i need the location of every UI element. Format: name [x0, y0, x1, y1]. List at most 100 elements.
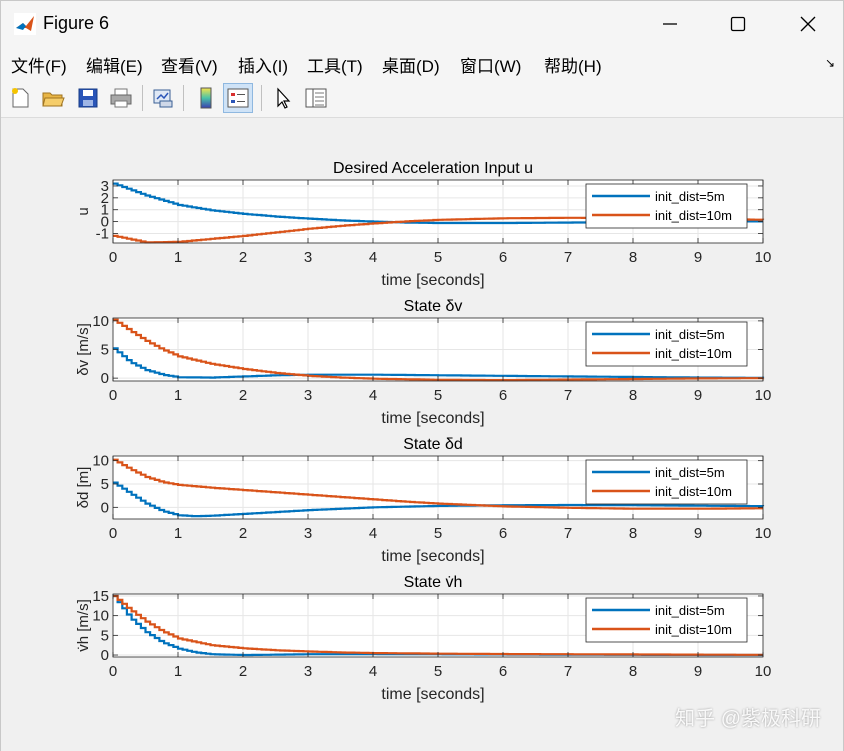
title-bar: Figure 6	[1, 1, 843, 46]
menu-window[interactable]: 窗口(W)	[460, 57, 522, 76]
chart-title: Desired Acceleration Input u	[333, 160, 533, 177]
toolbar-separator	[183, 85, 184, 111]
x-tick-label: 1	[174, 663, 182, 680]
matlab-icon	[14, 13, 36, 35]
x-tick-label: 9	[694, 525, 702, 542]
x-tick-label: 4	[369, 249, 377, 266]
x-axis-label: time [seconds]	[381, 548, 484, 565]
toolbar	[1, 78, 843, 118]
edit-plot-pointer-icon	[277, 87, 291, 109]
y-axis-label: δv [m/s]	[75, 323, 92, 376]
y-tick-label: 15	[92, 588, 109, 605]
open-file-button[interactable]	[38, 83, 68, 113]
menu-view[interactable]: 查看(V)	[161, 57, 218, 76]
x-axis-label: time [seconds]	[381, 272, 484, 289]
legend[interactable]: init_dist=5m init_dist=10m	[585, 597, 748, 643]
x-tick-label: 1	[174, 525, 182, 542]
axes-2[interactable]: 0 1 2 3 4 5 6 7 8 9 10 0 5 10 State δv time [seconds] δv…	[75, 298, 771, 427]
x-tick-label: 6	[499, 249, 507, 266]
x-tick-label: 9	[694, 663, 702, 680]
y-axis-label: v̇h [m/s]	[75, 599, 92, 652]
x-tick-label: 2	[239, 525, 247, 542]
menu-edit[interactable]: 编辑(E)	[86, 57, 143, 76]
y-tick-label: 5	[101, 342, 109, 359]
x-tick-label: 10	[755, 387, 772, 404]
maximize-button[interactable]	[703, 1, 773, 46]
window-title: Figure 6	[43, 13, 110, 33]
print-button[interactable]	[106, 83, 136, 113]
x-tick-label: 4	[369, 387, 377, 404]
x-tick-label: 0	[109, 525, 117, 542]
x-tick-label: 10	[755, 249, 772, 266]
legend-entry: init_dist=10m	[655, 208, 732, 223]
series-line-2	[113, 594, 763, 656]
x-tick-label: 1	[174, 387, 182, 404]
y-tick-label: 0	[101, 647, 109, 664]
legend-entry: init_dist=5m	[655, 189, 725, 204]
menu-tools[interactable]: 工具(T)	[307, 57, 363, 76]
save-icon	[78, 88, 98, 108]
x-tick-label: 5	[434, 525, 442, 542]
new-figure-button[interactable]	[5, 83, 35, 113]
legend[interactable]: init_dist=5m init_dist=10m	[585, 459, 748, 505]
x-tick-label: 9	[694, 387, 702, 404]
series-line-2	[113, 318, 765, 382]
property-inspector-button[interactable]	[301, 83, 331, 113]
x-tick-label: 6	[499, 387, 507, 404]
close-icon	[800, 16, 816, 31]
y-tick-label: -1	[96, 225, 109, 242]
menu-desktop[interactable]: 桌面(D)	[382, 57, 440, 76]
y-tick-label: 5	[101, 627, 109, 644]
print-icon	[110, 88, 132, 108]
close-button[interactable]	[773, 1, 843, 46]
y-axis-label: δd [m]	[75, 467, 92, 509]
x-tick-label: 4	[369, 525, 377, 542]
series-line-1	[113, 347, 765, 379]
menu-bar: 文件(F) 编辑(E) 查看(V) 插入(I) 工具(T) 桌面(D) 窗口(W…	[1, 46, 843, 78]
chart-title: State δd	[403, 436, 463, 453]
legend-entry: init_dist=5m	[655, 603, 725, 618]
y-tick-label: 5	[101, 476, 109, 493]
series-line-1	[113, 481, 765, 518]
legend[interactable]: init_dist=5m init_dist=10m	[585, 183, 748, 229]
x-tick-label: 10	[755, 663, 772, 680]
new-figure-icon	[12, 88, 29, 108]
x-tick-label: 3	[304, 525, 312, 542]
undock-arrow-icon[interactable]: ↘	[824, 56, 835, 70]
x-tick-label: 2	[239, 387, 247, 404]
x-tick-label: 10	[755, 525, 772, 542]
y-tick-label: 10	[92, 608, 109, 625]
x-tick-label: 5	[434, 249, 442, 266]
edit-plot-button[interactable]	[268, 83, 298, 113]
property-inspector-icon	[305, 88, 327, 108]
x-tick-label: 6	[499, 663, 507, 680]
open-file-icon	[42, 92, 65, 107]
legend[interactable]: init_dist=5m init_dist=10m	[585, 321, 748, 367]
maximize-icon	[730, 16, 746, 31]
menu-help[interactable]: 帮助(H)	[544, 57, 602, 76]
y-tick-label: 10	[92, 453, 109, 470]
series-line-2	[113, 458, 763, 510]
x-tick-label: 1	[174, 249, 182, 266]
axes-4[interactable]: 0 1 2 3 4 5 6 7 8 9 10 0 5 10 15 State v̇h time [seconds…	[75, 574, 771, 703]
x-tick-label: 2	[239, 663, 247, 680]
minimize-button[interactable]	[635, 1, 705, 46]
legend-icon	[227, 88, 249, 108]
save-button[interactable]	[73, 83, 103, 113]
x-tick-label: 8	[629, 525, 637, 542]
y-tick-label: 0	[101, 370, 109, 387]
colorbar-button[interactable]	[191, 83, 221, 113]
x-tick-label: 8	[629, 663, 637, 680]
chart-title: State v̇h	[404, 574, 463, 591]
axes-3[interactable]: 0 1 2 3 4 5 6 7 8 9 10 0 5 10 State δd time [seconds] δd…	[75, 436, 771, 565]
legend-button[interactable]	[223, 83, 253, 113]
menu-insert[interactable]: 插入(I)	[238, 57, 289, 76]
x-tick-label: 3	[304, 663, 312, 680]
menu-file[interactable]: 文件(F)	[11, 57, 67, 76]
toolbar-separator	[261, 85, 262, 111]
x-tick-label: 0	[109, 663, 117, 680]
x-tick-label: 0	[109, 387, 117, 404]
link-plot-button[interactable]	[148, 83, 178, 113]
